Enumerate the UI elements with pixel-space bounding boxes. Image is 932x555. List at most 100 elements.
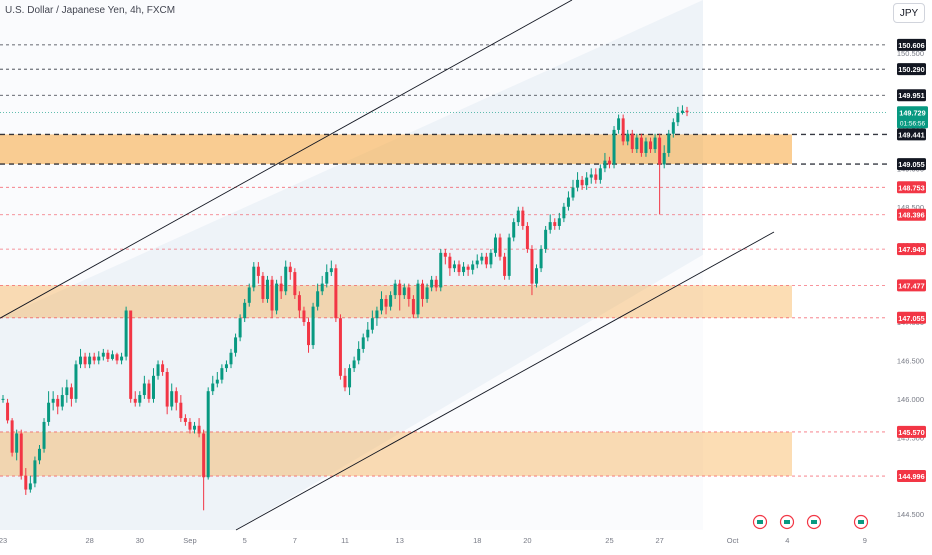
event-markers [752, 514, 869, 530]
candle [443, 249, 447, 265]
candle-body [147, 383, 151, 399]
candle [238, 314, 242, 342]
level-badge [897, 181, 926, 194]
candle [65, 379, 69, 403]
candle [293, 268, 297, 299]
level-badge-text: 145.570 [898, 428, 924, 437]
candle [42, 418, 46, 453]
currency-button[interactable]: JPY [893, 3, 925, 23]
candle-body [247, 287, 251, 303]
level-price-label: 149.951 [897, 89, 926, 102]
candle-body [183, 418, 187, 422]
candle [553, 218, 557, 230]
level-badge [897, 425, 926, 438]
candle-body [585, 177, 589, 186]
candle-body [680, 110, 684, 113]
level-price-label: 150.290 [897, 63, 926, 76]
candle [83, 352, 87, 369]
candle-body [671, 122, 675, 134]
level-badge [897, 63, 926, 76]
candle-body [635, 137, 639, 150]
candle [193, 421, 197, 434]
candle [375, 306, 379, 326]
price-axis-background [888, 0, 932, 532]
price-tick-label: 144.500 [897, 510, 924, 519]
candle [503, 252, 507, 280]
price-tick-label: 148.500 [897, 203, 924, 212]
candle [430, 275, 434, 292]
candle-body [338, 318, 342, 376]
candle-body [142, 383, 146, 396]
candle [279, 275, 283, 299]
candle [270, 275, 274, 319]
candle-body [639, 137, 643, 153]
time-axis-background [0, 532, 932, 550]
candle-body [539, 249, 543, 269]
time-axis: 23 28 30 Sep 5 7 11 13 18 20 25 27 Oct 4 9 [0, 532, 932, 550]
candle-body [630, 133, 634, 150]
economic-event-icon [853, 514, 869, 530]
candle-body [503, 256, 507, 276]
candle-body [6, 402, 10, 421]
candle [493, 233, 497, 257]
candle-body [612, 129, 616, 165]
candle-body [416, 283, 420, 315]
candle [311, 302, 315, 349]
candle-body [224, 364, 228, 369]
candle [6, 398, 10, 424]
candle [462, 262, 466, 276]
level-price-label: 148.396 [897, 208, 926, 221]
candle-body [498, 237, 502, 257]
candle [202, 429, 206, 511]
candle [142, 375, 146, 399]
level-badge [897, 243, 926, 256]
candle [379, 291, 383, 315]
candle [174, 387, 178, 411]
candle [612, 126, 616, 169]
candle [47, 391, 51, 426]
candle [521, 206, 525, 230]
price-axis: 144.500145.000145.500146.000146.500147.0… [888, 0, 932, 532]
candle-body [475, 260, 479, 265]
candle-body [24, 475, 28, 490]
candle-body [676, 112, 680, 123]
economic-event-icon [779, 514, 795, 530]
level-price-label: 147.055 [897, 311, 926, 324]
candle-body [462, 266, 466, 273]
candle-body [576, 179, 580, 188]
candle-body [307, 322, 311, 346]
candle [234, 333, 238, 357]
candle-body [252, 266, 256, 288]
level-badge [897, 128, 926, 141]
candle-body [110, 354, 114, 359]
candle-body [297, 295, 301, 311]
level-badge-text: 148.753 [898, 183, 924, 192]
candle-body [265, 279, 269, 299]
candle [129, 310, 133, 403]
candle [480, 252, 484, 265]
candle [206, 387, 210, 480]
candle [307, 318, 311, 353]
candle-body [594, 174, 598, 180]
channel-background [0, 0, 703, 530]
candle [348, 364, 352, 396]
level-badge [897, 158, 926, 171]
economic-event-icon [806, 514, 822, 530]
candle [284, 260, 288, 296]
candle [197, 418, 201, 438]
candle-body [311, 306, 315, 346]
candle [484, 252, 488, 269]
candle-body [370, 318, 374, 330]
candles-layer [1, 105, 689, 511]
candle-body [580, 179, 584, 186]
candle [357, 341, 361, 365]
candle-body [685, 110, 689, 113]
candle-body [10, 420, 14, 453]
candle-body [466, 266, 470, 270]
candle [562, 202, 566, 223]
candle-body [161, 364, 165, 372]
candle [667, 129, 671, 157]
candle [544, 225, 548, 253]
candle-body [530, 249, 534, 284]
